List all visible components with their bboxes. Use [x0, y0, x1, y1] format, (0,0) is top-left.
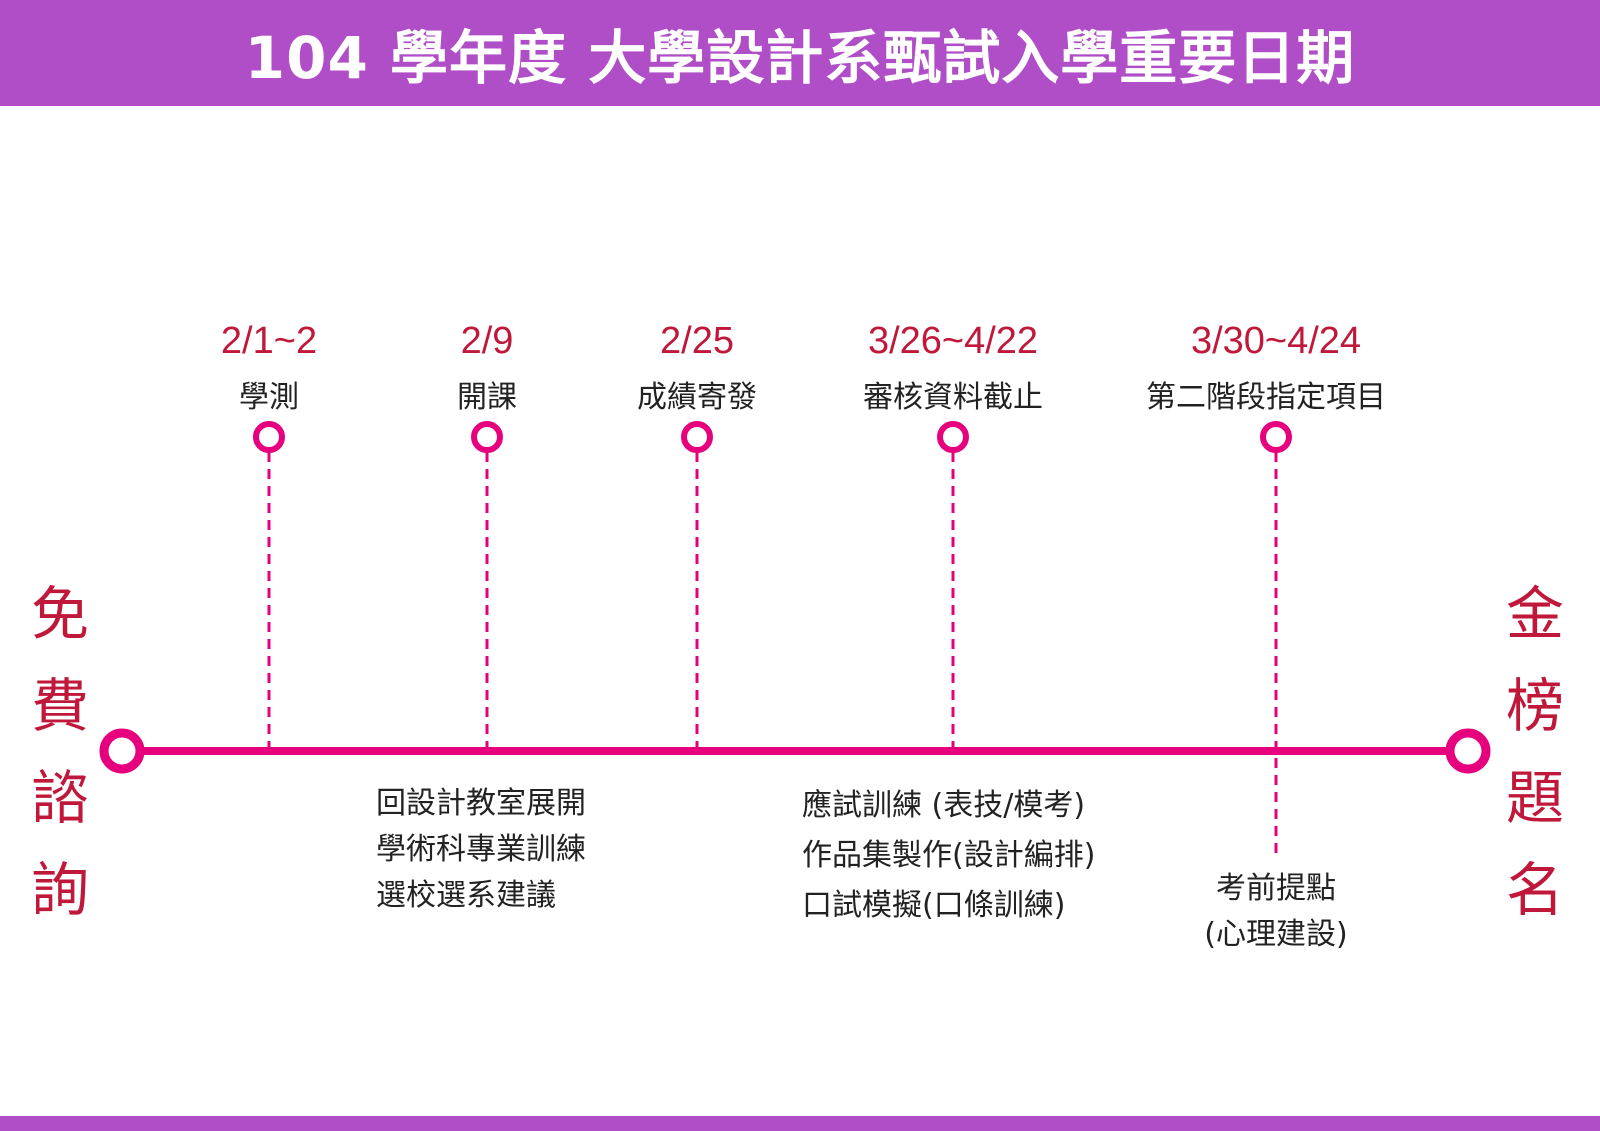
- course-notes: 回設計教室展開 學術科專業訓練 選校選系建議: [376, 781, 586, 919]
- note-line: (心理建設): [1204, 917, 1348, 952]
- note-line: 口試模擬(口條訓練): [802, 888, 1066, 923]
- side-right-char: 金: [1505, 580, 1564, 648]
- milestone-node: [937, 421, 969, 453]
- side-right-char: 名: [1505, 856, 1564, 924]
- side-left-char: 諮: [30, 764, 89, 832]
- side-right-char: 題: [1505, 764, 1564, 832]
- milestone-label: 學測: [239, 380, 299, 415]
- note-line: 回設計教室展開: [376, 786, 586, 821]
- milestone-date: 2/25: [660, 320, 734, 362]
- milestone-date: 3/26~4/22: [867, 320, 1039, 362]
- milestone-label: 開課: [457, 380, 517, 415]
- success-label: 金 榜 題 名: [1495, 568, 1575, 936]
- note-line: 考前提點: [1216, 871, 1336, 906]
- milestone-label: 成績寄發: [637, 380, 757, 415]
- milestone-node: [1260, 421, 1292, 453]
- timeline-end-node: [1445, 728, 1491, 774]
- training-notes: 應試訓練 (表技/模考) 作品集製作(設計編排) 口試模擬(口條訓練): [802, 781, 1095, 931]
- milestone-label: 第二階段指定項目: [1146, 380, 1386, 415]
- milestone-date: 2/1~2: [220, 320, 318, 362]
- timeline-start-node: [99, 728, 145, 774]
- milestone-node: [471, 421, 503, 453]
- footer-bar: [0, 1116, 1600, 1131]
- note-line: 應試訓練 (表技/模考): [802, 788, 1086, 823]
- side-left-char: 詢: [30, 856, 89, 924]
- final-notes: 考前提點 (心理建設): [1136, 866, 1416, 958]
- milestone-node: [681, 421, 713, 453]
- milestone-date: 2/9: [460, 320, 514, 362]
- note-line: 選校選系建議: [376, 878, 556, 913]
- free-consultation-label: 免 費 諮 詢: [20, 568, 100, 936]
- milestone-node: [253, 421, 285, 453]
- side-left-char: 費: [30, 672, 89, 740]
- milestone-date: 3/30~4/24: [1190, 320, 1362, 362]
- note-line: 學術科專業訓練: [376, 832, 586, 867]
- note-line: 作品集製作(設計編排): [802, 838, 1096, 873]
- side-left-char: 免: [30, 580, 89, 648]
- header-bar: 104 學年度 大學設計系甄試入學重要日期: [0, 0, 1600, 106]
- page-title: 104 學年度 大學設計系甄試入學重要日期: [244, 24, 1356, 92]
- milestone-label: 審核資料截止: [863, 380, 1043, 415]
- side-right-char: 榜: [1505, 672, 1564, 740]
